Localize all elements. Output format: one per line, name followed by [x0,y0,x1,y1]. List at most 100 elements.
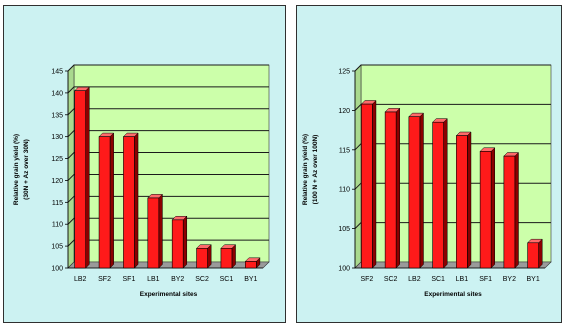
chart-panel-right: 100 105 110 115 120 125 SF2 SC2 LB2 SC1 LB1 SF1 BY2 B… [296,5,562,323]
y-tick-label: 125 [51,156,63,163]
bar [195,244,212,269]
y-tick-label: 115 [52,200,63,207]
bar [147,193,164,269]
bar-side-face [538,238,543,269]
x-tick-label: BY2 [503,276,516,283]
x-tick-label: LB2 [74,276,87,283]
bar-side-face [419,112,424,269]
bar-side-face [182,215,188,269]
gridline [67,130,269,138]
x-tick-label: SC2 [195,276,209,283]
bar-front-face [147,197,160,269]
bar-front-face [456,135,468,269]
bar [408,112,425,269]
bar-front-face [361,103,373,269]
gridline [67,108,269,116]
bar-front-face [503,155,516,269]
bar [74,86,90,269]
x-tick-label: LB1 [456,276,469,283]
chart-svg: 100 105 110 115 120 125 SF2 SC2 LB2 SC1 LB1 SF1 BY2 B… [302,64,552,298]
chart-panel-left: 100 105 110 115 120 125 130 135 140 145 LB2 SF2 SF1 L… [3,5,286,323]
y-tick-label: 135 [51,112,63,119]
gridline [67,239,269,247]
gridline [67,173,269,181]
bar [171,215,188,269]
x-tick-label: SC1 [431,276,445,283]
gridline [67,217,269,225]
x-tick-label: SC1 [220,276,234,283]
bar-side-face [109,132,114,269]
x-tick-label: SC2 [384,276,398,283]
bar-side-face [443,118,448,269]
bar-front-face [74,90,86,269]
bar-front-face [123,136,135,269]
plot-side-wall [67,64,75,269]
bar [360,99,377,269]
bar-front-face [220,248,233,269]
bar [503,151,520,269]
y-tick-label: 105 [51,244,63,251]
x-tick-label: SF2 [98,276,111,283]
bar [220,244,237,269]
x-tick-label: BY2 [171,276,184,283]
x-tick-label: SF1 [479,276,492,283]
bar [384,107,401,269]
bar-side-face [207,244,212,269]
bar-side-face [372,99,377,269]
bar-side-face [85,86,90,269]
y-tick-label: 105 [338,226,350,233]
bar-side-face [514,151,519,269]
x-tick-label: SF2 [360,276,373,283]
y-tick-label: 100 [51,266,63,273]
y-axis-label: Relative grain yield (%) [13,134,20,205]
bar-front-face [384,111,397,269]
y-tick-label: 125 [338,69,350,76]
x-axis-label: Experimental sites [424,291,482,298]
bar-front-face [432,121,444,269]
gridline [354,103,551,111]
bar [527,238,543,269]
y-tick-label: 140 [51,90,63,97]
plot-floor [67,261,270,269]
gridline [67,86,269,94]
bar-side-face [231,244,236,269]
bar [122,132,139,269]
x-tick-label: SF1 [123,276,136,283]
y-tick-label: 115 [339,147,350,154]
bar [479,147,496,269]
x-tick-label: LB1 [147,276,160,283]
y-axis-label: Relative grain yield (%) [302,134,309,205]
bar-front-face [245,261,257,269]
bar-front-face [171,219,184,269]
x-tick-label: BY1 [527,276,540,283]
bar-front-face [98,136,111,269]
y-tick-label: 100 [338,266,350,273]
y-tick-label: 110 [339,187,350,194]
bar-side-face [395,107,400,269]
bar-side-face [134,132,139,269]
y-tick-label: 120 [338,108,350,115]
chart-svg: 100 105 110 115 120 125 130 135 140 145 LB2 SF2 SF1 L… [13,64,270,298]
x-tick-label: BY1 [244,276,257,283]
gridline [67,195,269,203]
bar [244,257,261,269]
bar [455,131,472,269]
y-tick-label: 120 [51,178,63,185]
bar-side-face [467,131,472,269]
gridline [354,64,551,72]
bar-front-face [527,242,539,269]
bar-front-face [479,151,492,269]
gridline [67,152,269,159]
bar [98,132,115,269]
y-axis-label-secondary: (30N + Az over 30N) [23,139,30,200]
bar-side-face [490,147,495,269]
y-axis-label-secondary: (100 N + Az over 100N) [312,135,319,205]
y-tick-label: 130 [51,134,63,141]
gridline [354,143,551,151]
bar-front-face [196,248,208,269]
y-tick-label: 145 [51,69,63,76]
gridline [67,64,269,72]
x-axis-label: Experimental sites [140,291,198,298]
bar-side-face [158,193,163,269]
